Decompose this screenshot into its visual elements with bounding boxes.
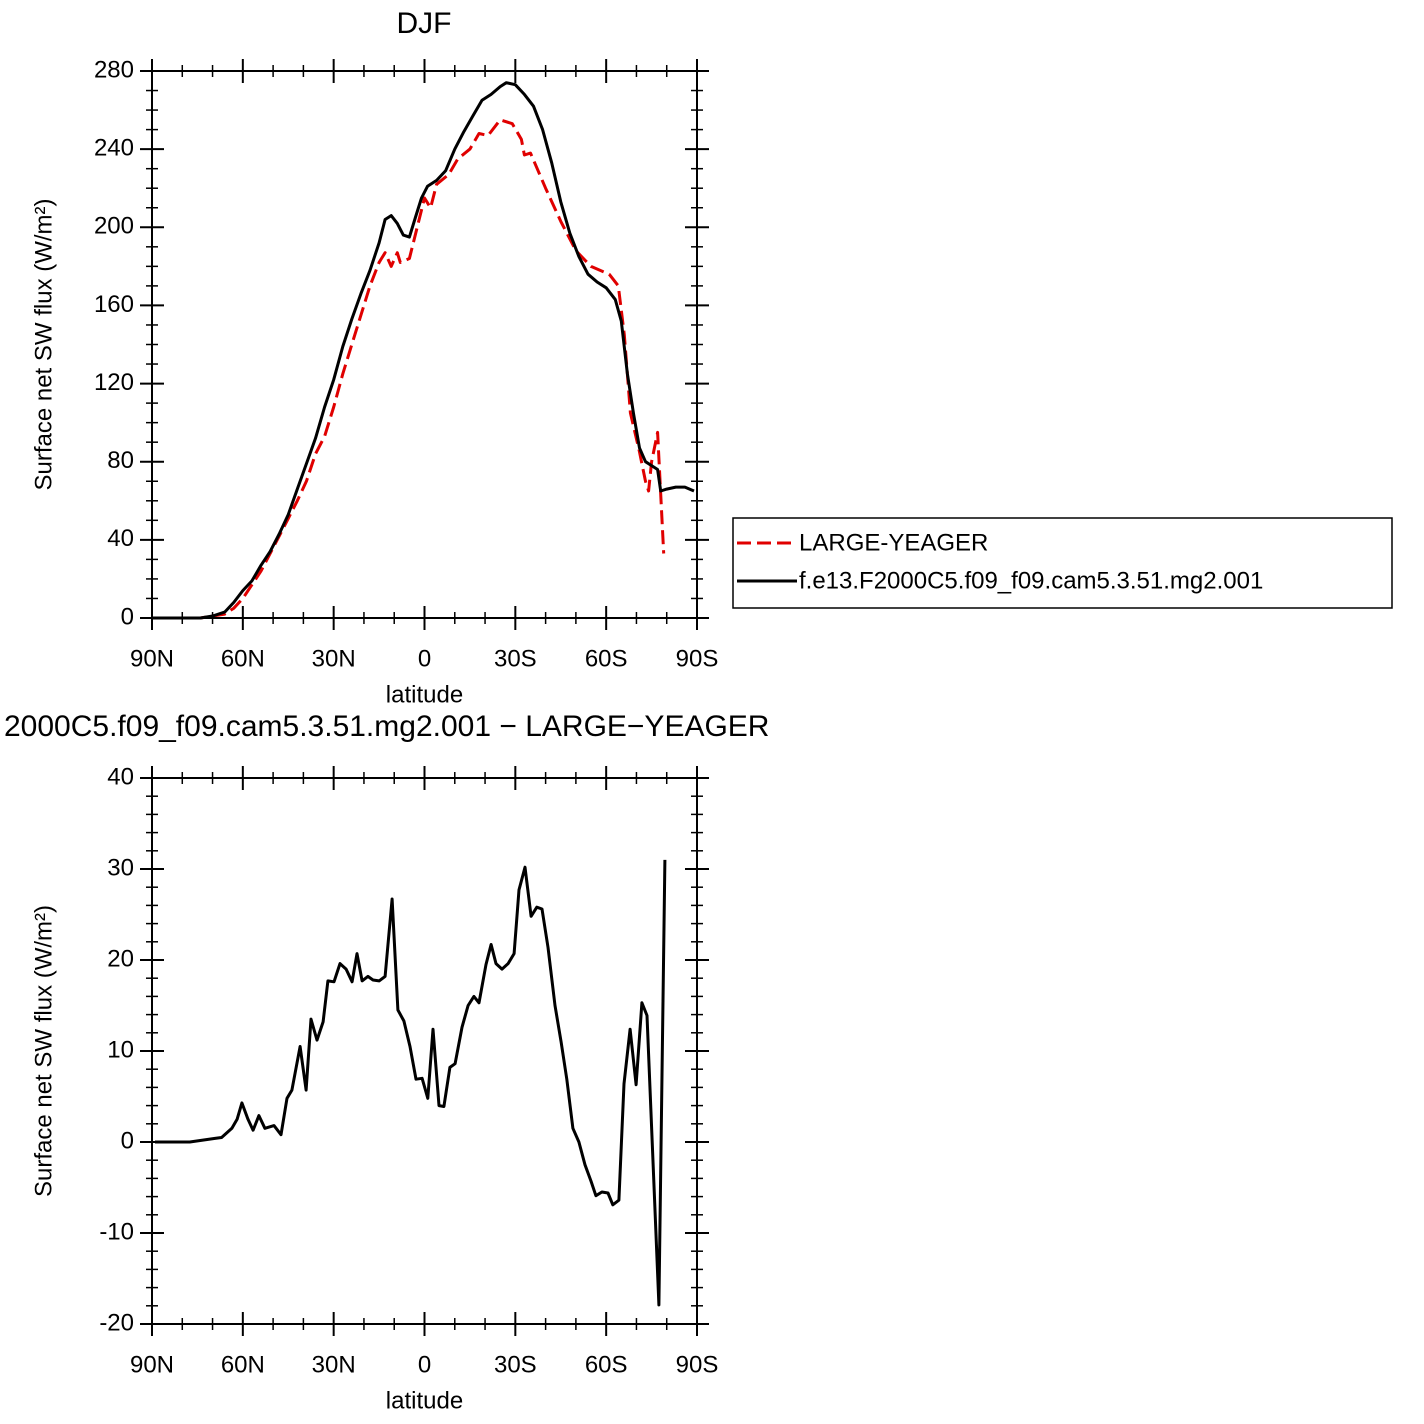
x-tick-label: 30N bbox=[312, 1351, 356, 1378]
x-tick-label: 60N bbox=[221, 1351, 265, 1378]
x-tick-label: 30N bbox=[312, 645, 356, 672]
chart-title: 2000C5.f09_f09.cam5.3.51.mg2.001 − LARGE… bbox=[4, 710, 769, 743]
legend-box bbox=[732, 517, 1393, 609]
y-tick-label: -20 bbox=[99, 1309, 134, 1336]
y-tick-label: 200 bbox=[94, 213, 134, 240]
plot-frame bbox=[151, 70, 698, 619]
plot-frame bbox=[151, 777, 698, 1325]
y-tick-label: 80 bbox=[107, 447, 134, 474]
y-tick-label: 240 bbox=[94, 134, 134, 161]
x-tick-label: 90N bbox=[130, 1351, 174, 1378]
x-axis-label: latitude bbox=[386, 1387, 463, 1414]
y-tick-label: 280 bbox=[94, 56, 134, 83]
x-tick-label: 90S bbox=[676, 1351, 719, 1378]
y-axis-label: Surface net SW flux (W/m²) bbox=[30, 198, 57, 490]
chart-title: DJF bbox=[397, 7, 452, 40]
y-tick-label: 0 bbox=[121, 603, 134, 630]
x-tick-label: 90N bbox=[130, 645, 174, 672]
x-tick-label: 0 bbox=[418, 1351, 431, 1378]
legend-label: LARGE-YEAGER bbox=[799, 529, 988, 556]
x-tick-label: 30S bbox=[494, 1351, 537, 1378]
y-tick-label: 20 bbox=[107, 945, 134, 972]
data-line bbox=[155, 859, 667, 1307]
x-tick-label: 0 bbox=[418, 645, 431, 672]
y-axis-label: Surface net SW flux (W/m²) bbox=[30, 905, 57, 1197]
data-line bbox=[152, 81, 695, 620]
y-tick-label: 160 bbox=[94, 291, 134, 318]
y-tick-label: 0 bbox=[121, 1127, 134, 1154]
x-axis-label: latitude bbox=[386, 681, 463, 708]
x-tick-label: 90S bbox=[676, 645, 719, 672]
y-tick-label: 10 bbox=[107, 1036, 134, 1063]
y-tick-label: 40 bbox=[107, 763, 134, 790]
x-tick-label: 60S bbox=[585, 645, 628, 672]
y-tick-label: 30 bbox=[107, 854, 134, 881]
legend-label: f.e13.F2000C5.f09_f09.cam5.3.51.mg2.001 bbox=[799, 567, 1263, 594]
y-tick-label: 120 bbox=[94, 369, 134, 396]
x-tick-label: 30S bbox=[494, 645, 537, 672]
x-tick-label: 60N bbox=[221, 645, 265, 672]
y-tick-label: 40 bbox=[107, 525, 134, 552]
x-tick-label: 60S bbox=[585, 1351, 628, 1378]
y-tick-label: -10 bbox=[99, 1218, 134, 1245]
